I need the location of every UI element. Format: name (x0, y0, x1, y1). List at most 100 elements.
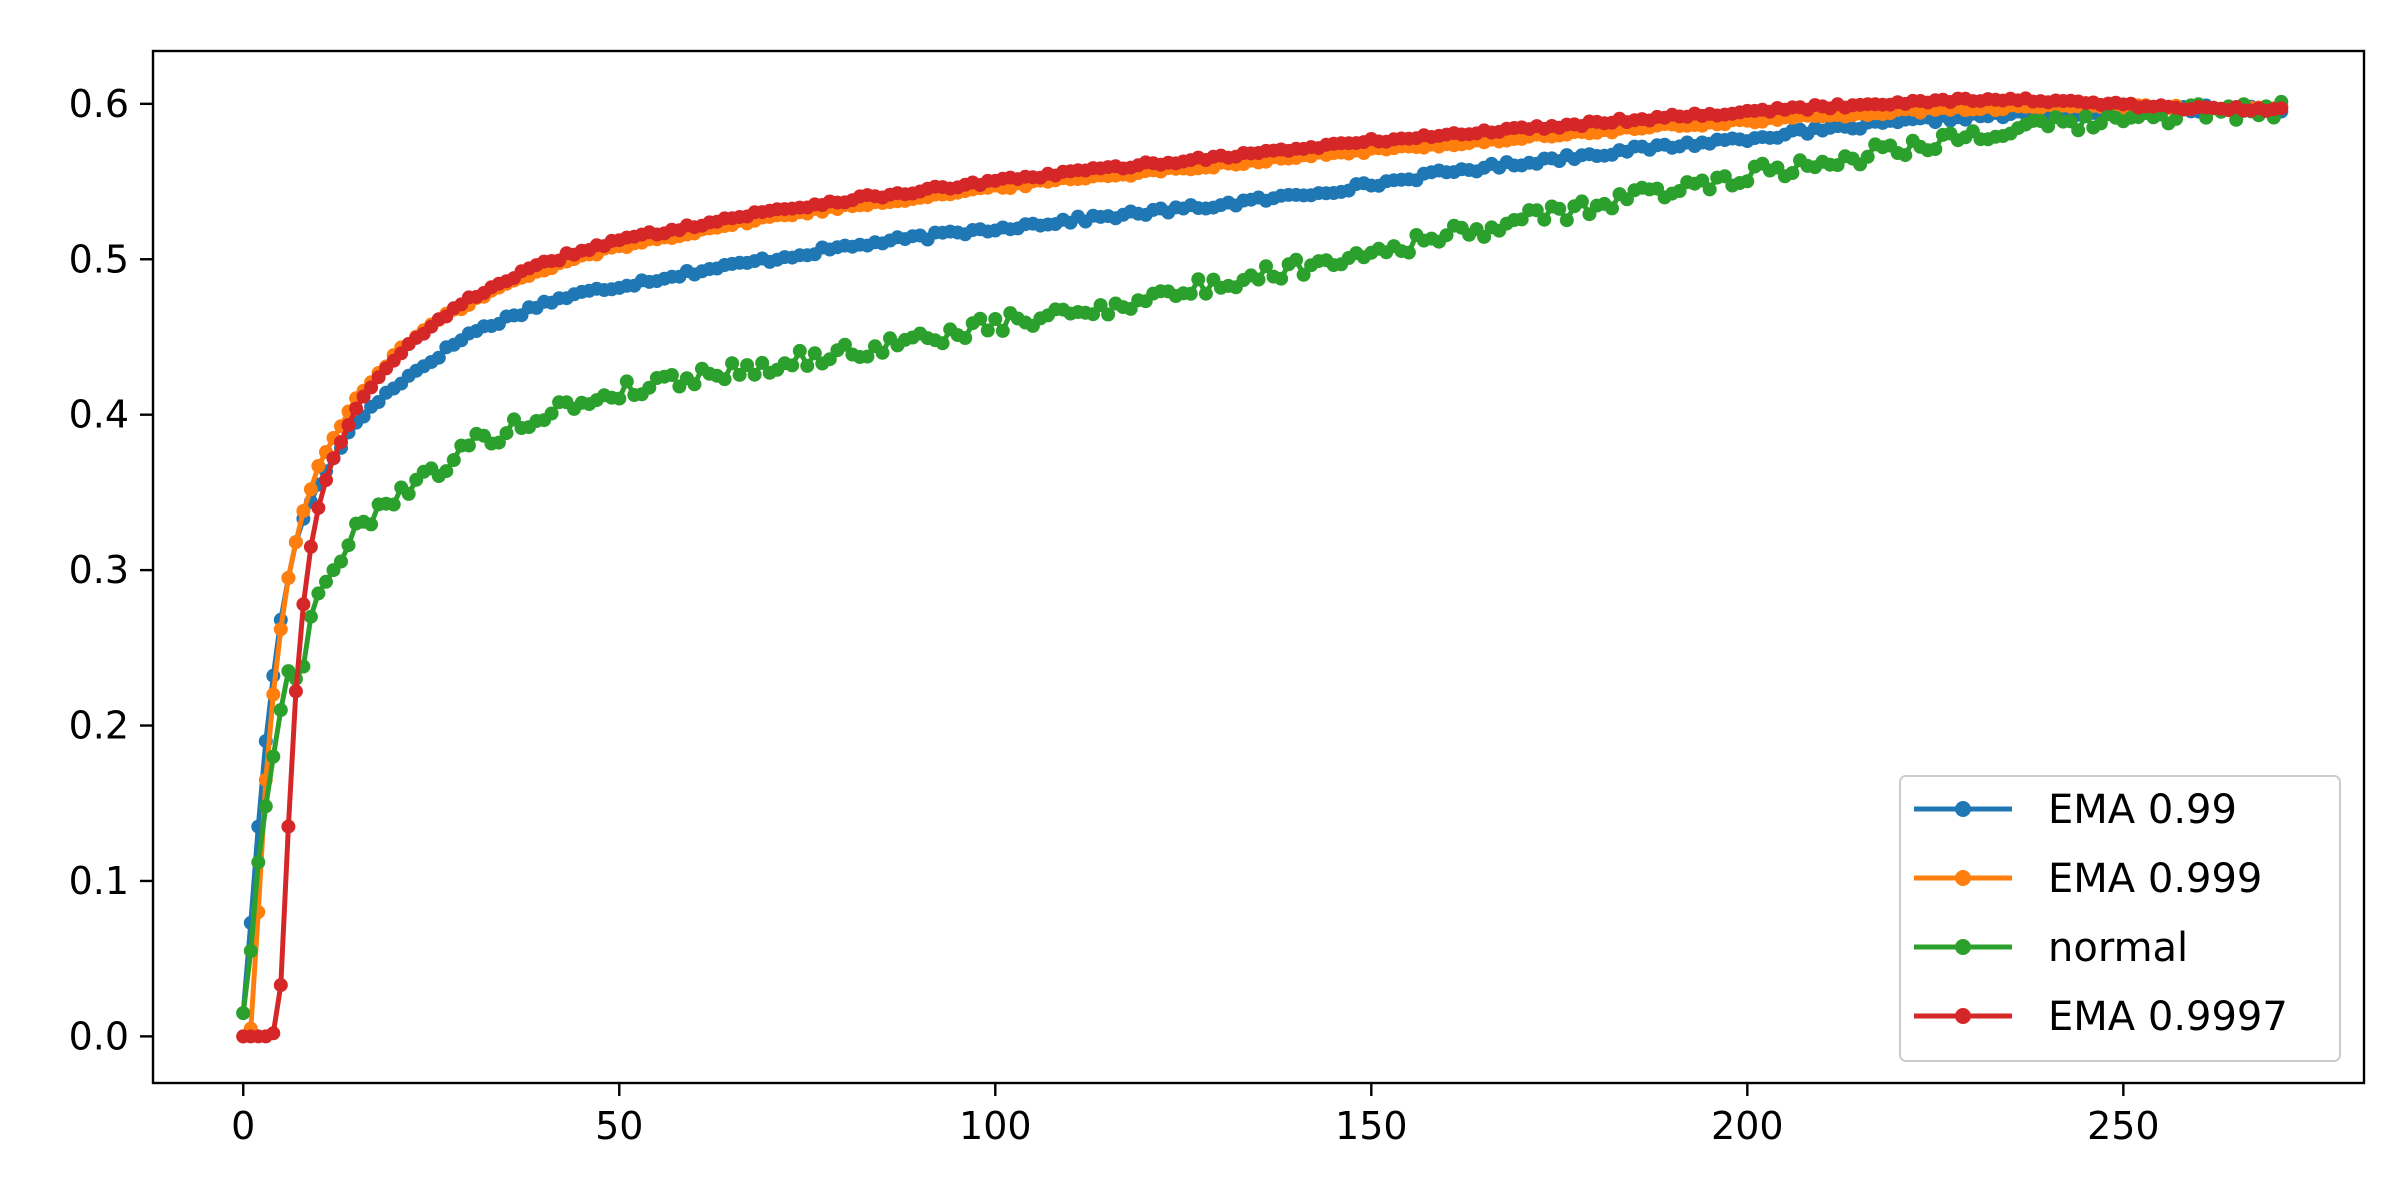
data-point (311, 459, 326, 473)
data-point (717, 372, 732, 387)
data-point (755, 355, 770, 370)
data-point (386, 497, 401, 512)
data-point (1191, 272, 1206, 287)
data-point (303, 539, 318, 554)
data-point (461, 438, 476, 453)
data-point (303, 482, 318, 497)
data-point (740, 358, 755, 373)
data-point (258, 799, 273, 814)
data-point (1477, 229, 1492, 244)
data-point (1198, 286, 1213, 301)
data-point (807, 346, 822, 361)
data-point (973, 311, 988, 326)
data-point (311, 586, 326, 601)
y-tick-label: 0.3 (69, 548, 129, 592)
data-point (2078, 109, 2093, 124)
data-point (281, 819, 296, 834)
data-point (273, 622, 288, 637)
data-point (243, 943, 258, 958)
data-point (296, 504, 311, 518)
data-point (1785, 166, 1800, 180)
data-point (1093, 298, 1108, 313)
series-layer (236, 91, 2289, 1044)
data-point (995, 323, 1010, 338)
data-point (837, 337, 852, 352)
data-point (1605, 201, 1619, 216)
data-point (2071, 123, 2086, 138)
data-point (334, 435, 348, 450)
data-point (687, 377, 702, 392)
data-point (732, 367, 747, 382)
axis-layer: 0 50 100 150 200 250 0.0 0.1 0.2 0.3 0.4 0.5 0.6 (69, 82, 2160, 1148)
data-point (401, 486, 416, 501)
data-point (341, 418, 356, 433)
data-point (2199, 110, 2214, 125)
data-point (935, 336, 950, 351)
legend-item: EMA 0.9997 (1914, 994, 2288, 1040)
data-point (334, 554, 348, 569)
data-point (281, 570, 296, 585)
data-point (364, 517, 379, 532)
data-point (980, 323, 995, 338)
data-point (296, 597, 311, 612)
data-point (499, 426, 514, 441)
data-point (1537, 212, 1552, 227)
data-point (251, 855, 266, 870)
data-point (612, 391, 627, 406)
data-point (1259, 259, 1273, 274)
y-tick-label: 0.4 (69, 393, 129, 437)
legend-marker (1955, 801, 1971, 817)
data-point (860, 349, 875, 364)
data-point (1401, 245, 1416, 260)
data-point (266, 687, 281, 702)
data-point (288, 684, 303, 699)
data-point (1552, 201, 1567, 216)
data-point (311, 500, 326, 515)
data-point (1101, 307, 1116, 322)
data-point (544, 406, 559, 421)
data-point (491, 435, 506, 450)
data-point (266, 1026, 281, 1041)
data-point (642, 380, 657, 395)
data-point (1574, 194, 1589, 209)
y-tick-label: 0.1 (69, 859, 129, 903)
data-point (1514, 212, 1529, 227)
data-point (1274, 271, 1289, 286)
x-tick-label: 200 (1711, 1104, 1784, 1148)
data-point (664, 368, 679, 382)
data-point (875, 345, 890, 360)
data-point (1289, 252, 1304, 267)
data-point (288, 535, 303, 550)
data-point (341, 538, 356, 553)
data-point (446, 453, 461, 467)
data-point (266, 749, 281, 764)
data-point (1702, 182, 1717, 197)
data-point (725, 356, 740, 371)
data-point (431, 350, 446, 365)
data-point (364, 380, 379, 395)
data-point (1439, 228, 1454, 243)
data-point (1183, 286, 1198, 301)
x-tick-label: 250 (2087, 1104, 2160, 1148)
data-point (1898, 148, 1913, 163)
data-point (1251, 272, 1266, 287)
x-tick-label: 100 (959, 1104, 1032, 1148)
data-point (439, 464, 454, 479)
data-point (619, 374, 634, 389)
legend-label: EMA 0.999 (2048, 856, 2262, 902)
data-point (349, 401, 364, 416)
legend-marker (1955, 1008, 1971, 1024)
x-tick-label: 0 (231, 1104, 255, 1148)
legend-item: EMA 0.99 (1914, 787, 2237, 833)
data-point (988, 312, 1003, 326)
y-tick-label: 0.0 (69, 1014, 129, 1058)
data-point (326, 451, 341, 466)
data-point (1529, 203, 1544, 218)
legend-marker (1955, 939, 1971, 955)
legend-item: normal (1914, 925, 2188, 971)
x-tick-label: 150 (1335, 1104, 1408, 1148)
legend-label: normal (2048, 925, 2188, 971)
data-point (1928, 142, 1943, 157)
x-tick-label: 50 (595, 1104, 643, 1148)
data-point (236, 1006, 251, 1021)
